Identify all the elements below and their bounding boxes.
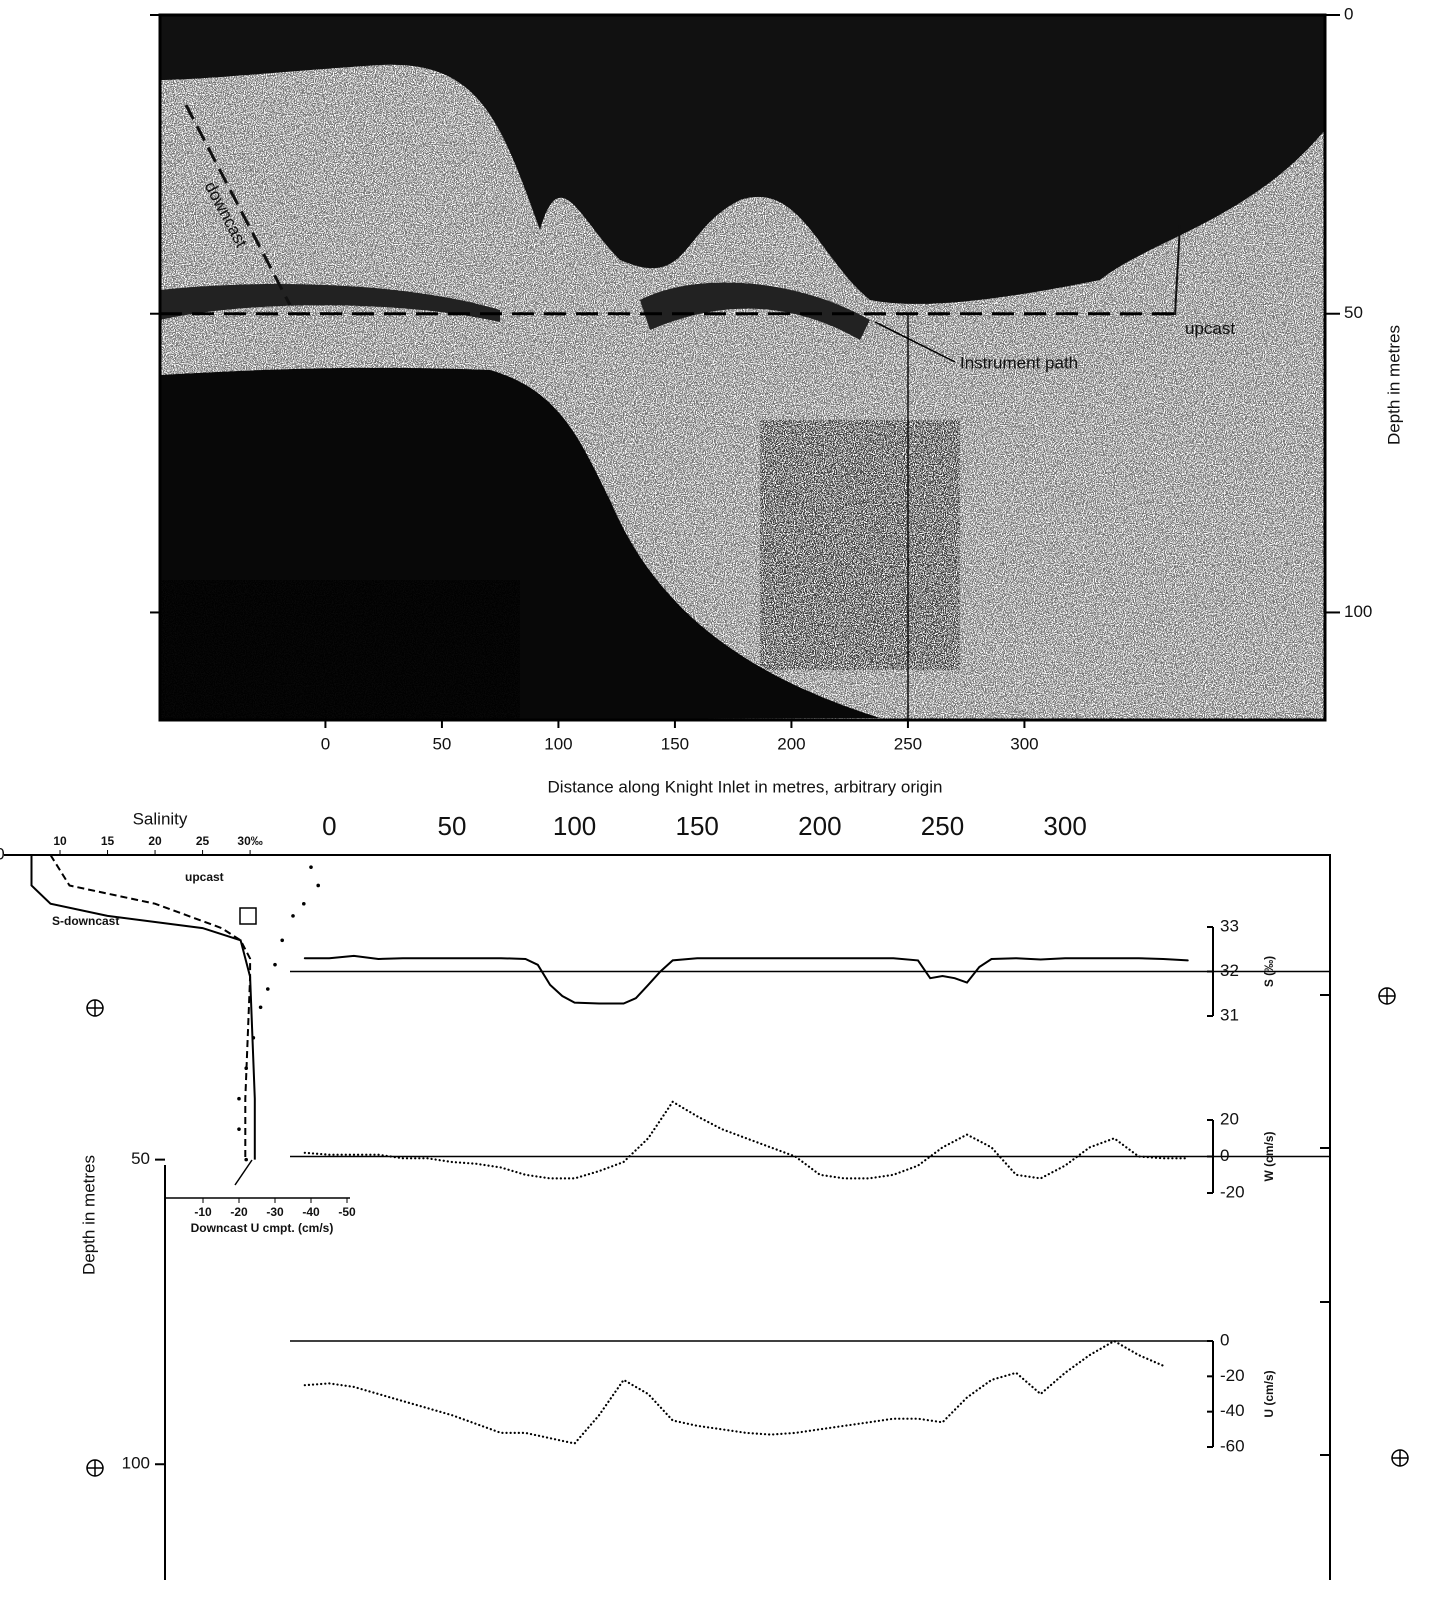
x-tick-label: 100 — [553, 811, 596, 841]
y-tick-label: 31 — [1220, 1005, 1239, 1024]
x-tick-label: 25 — [196, 834, 210, 848]
y-axis-label: U (cm/s) — [1262, 1370, 1276, 1417]
x-tick-label: 0 — [321, 734, 330, 753]
registration-marks — [86, 987, 1409, 1477]
pointer — [874, 321, 956, 363]
echogram-image — [160, 15, 1325, 720]
x-tick-label: 20 — [148, 834, 162, 848]
annotation: Instrument path — [960, 353, 1078, 372]
x2-tick-label: -10 — [194, 1205, 212, 1219]
u-point — [273, 962, 277, 967]
x-tick-label: 100 — [544, 734, 572, 753]
x-tick-label: 300 — [1043, 811, 1086, 841]
y-tick-label: 0 — [1220, 1146, 1229, 1165]
x-tick-label: 250 — [921, 811, 964, 841]
y-tick-label: 50 — [1344, 303, 1363, 322]
u-point — [251, 1035, 256, 1040]
annotation: upcast — [1185, 319, 1235, 338]
profile-line — [49, 854, 252, 1160]
x2-tick-label: -30 — [266, 1205, 284, 1219]
x-tick-label: 50 — [432, 734, 451, 753]
x-tick-label: 50 — [437, 811, 466, 841]
x2-tick-label: -20 — [230, 1205, 248, 1219]
u-point — [258, 1005, 263, 1010]
u-point — [244, 1157, 248, 1162]
y-axis-label: W (cm/s) — [1262, 1131, 1276, 1181]
x-tick-label: 30‰ — [237, 834, 262, 848]
x2-axis-label: Downcast U cmpt. (cm/s) — [191, 1221, 334, 1235]
box — [239, 907, 257, 925]
x-tick-label: 200 — [777, 734, 805, 753]
x-tick-label: 15 — [101, 834, 115, 848]
x-tick-label: 0 — [322, 811, 336, 841]
u-point — [237, 1127, 241, 1131]
y-tick-label: 50 — [131, 1149, 150, 1168]
y-tick-label: 20 — [1220, 1109, 1239, 1128]
y-tick-label: 0 — [1220, 1330, 1229, 1349]
x-tick-label: 200 — [798, 811, 841, 841]
x-tick-label: 150 — [676, 811, 719, 841]
x-axis-label: Distance along Knight Inlet in metres, a… — [548, 777, 943, 796]
y-axis-label: S (‰) — [1262, 956, 1276, 987]
x-tick-label: 150 — [661, 734, 689, 753]
right-ticks — [1320, 994, 1330, 1456]
x2-tick-label: -40 — [302, 1205, 320, 1219]
y-tick-label: 100 — [122, 1454, 150, 1473]
x-tick-label: 10 — [53, 834, 67, 848]
x-tick-label: 250 — [894, 734, 922, 753]
profile-line — [30, 855, 256, 1160]
trace — [303, 1100, 1189, 1180]
u-point — [302, 901, 306, 906]
x2-tick-label: -50 — [338, 1205, 356, 1219]
echogram-frame — [158, 13, 1327, 722]
y-axis-label: Depth in metres — [79, 1155, 98, 1275]
x-tick-label: 300 — [1010, 734, 1038, 753]
u-point — [237, 1096, 241, 1101]
y-tick-label: -60 — [1220, 1436, 1245, 1455]
u-point — [280, 938, 285, 943]
series-label: upcast — [185, 870, 224, 884]
y-axis-label: Depth in metres — [1384, 325, 1403, 445]
u-point — [244, 1066, 248, 1071]
trace — [303, 1339, 1165, 1445]
u-point — [309, 865, 313, 869]
y-tick-label: -20 — [1220, 1366, 1245, 1385]
chart-title: Salinity — [133, 809, 188, 828]
u-point — [316, 883, 321, 888]
u-point — [266, 987, 270, 991]
series-label: S-downcast — [52, 914, 119, 928]
y-tick-label: 0 — [0, 844, 5, 863]
y-tick-label: -20 — [1220, 1182, 1245, 1201]
panel-frame — [22, 854, 1331, 1580]
y-tick-label: 100 — [1344, 602, 1372, 621]
y-tick-label: 33 — [1220, 916, 1239, 935]
y-tick-label: 32 — [1220, 961, 1239, 980]
y-tick-label: 0 — [1344, 4, 1353, 23]
trace — [303, 954, 1189, 1005]
pointer — [234, 1159, 253, 1186]
u-point — [291, 914, 295, 918]
y-tick-label: -40 — [1220, 1401, 1245, 1420]
